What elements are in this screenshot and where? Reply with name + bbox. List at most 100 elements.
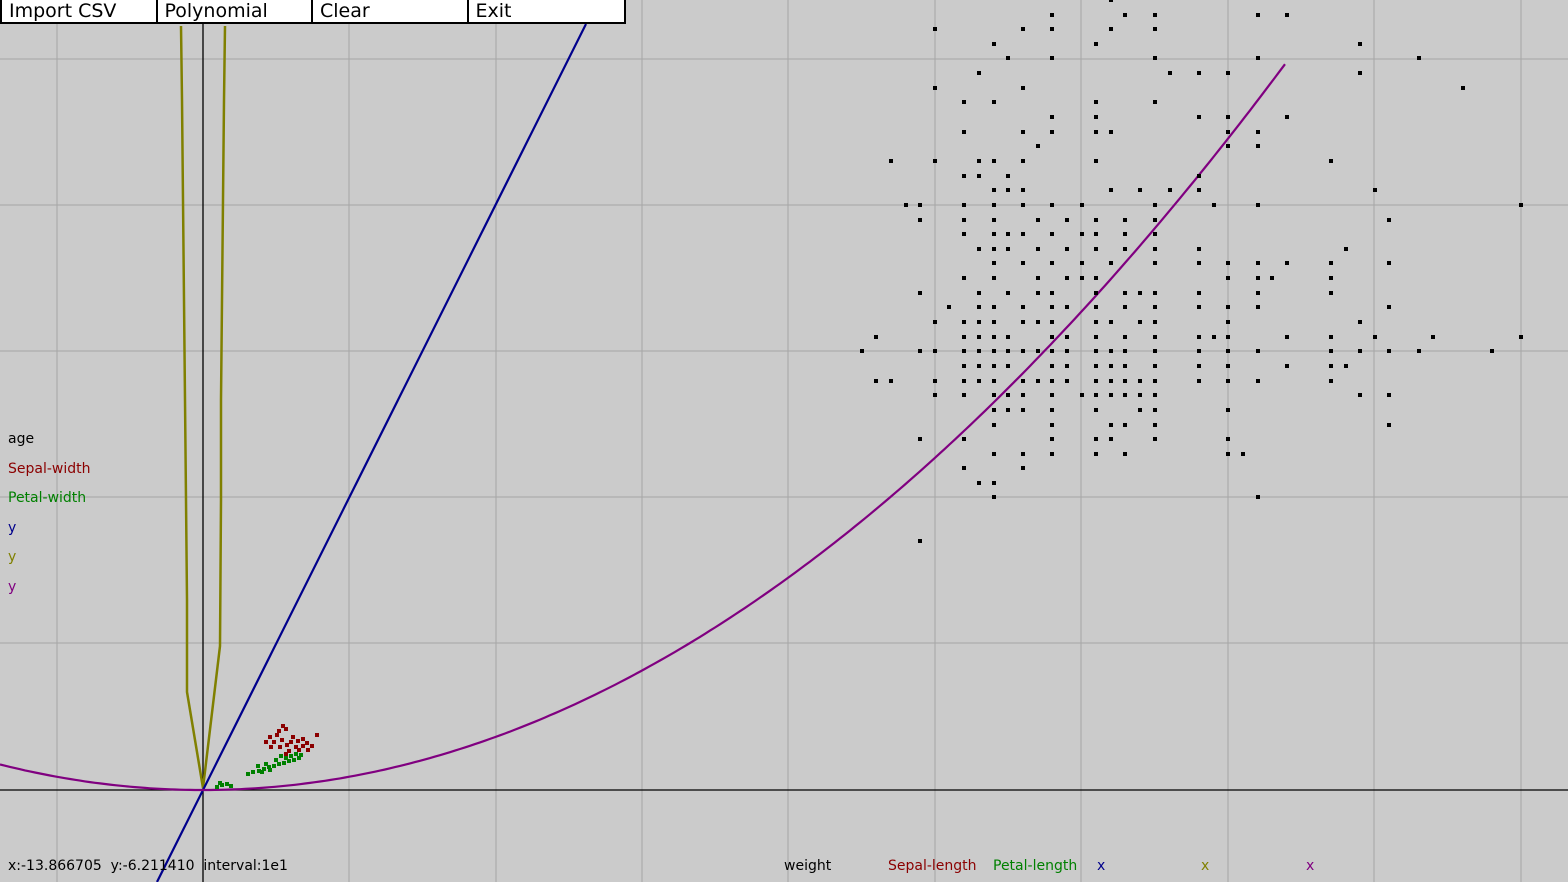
data-point-age-weight [1123,291,1127,295]
data-point-age-weight [1153,320,1157,324]
data-point-age-weight [1109,393,1113,397]
data-point-age-weight [1094,305,1098,309]
data-point-age-weight [1387,393,1391,397]
data-point-age-weight [1080,261,1084,265]
data-point-age-weight [1094,364,1098,368]
data-point-age-weight [992,408,996,412]
data-point-age-weight [992,232,996,236]
data-point-age-weight [962,276,966,280]
data-point-sepal [297,748,301,752]
data-point-petal [229,784,233,788]
data-point-age-weight [1094,349,1098,353]
data-point-sepal [310,744,314,748]
data-point-age-weight [1329,291,1333,295]
data-point-age-weight [1329,349,1333,353]
data-point-age-weight [992,320,996,324]
data-point-age-weight [1197,247,1201,251]
exit-button[interactable]: Exit [475,0,512,22]
data-point-age-weight [962,437,966,441]
data-point-sepal [296,739,300,743]
data-point-sepal [287,749,291,753]
data-point-age-weight [1036,291,1040,295]
data-point-age-weight [1417,56,1421,60]
y-legend-item-linear-y: y [8,519,17,536]
data-point-petal [299,753,303,757]
import-csv-button[interactable]: Import CSV [2,0,158,22]
data-point-age-weight [1050,364,1054,368]
data-point-age-weight [1123,393,1127,397]
data-point-age-weight [1197,115,1201,119]
data-point-age-weight [1109,188,1113,192]
polynomial-button[interactable]: Polynomial [158,0,313,22]
data-point-age-weight [992,393,996,397]
data-point-age-weight [1109,261,1113,265]
data-point-age-weight [1050,27,1054,31]
data-point-age-weight [1065,276,1069,280]
y-legend: age Sepal-width Petal-width y y y [8,425,91,603]
data-point-age-weight [1050,232,1054,236]
data-point-age-weight [1123,218,1127,222]
data-point-petal [279,754,283,758]
data-point-age-weight [962,218,966,222]
data-point-age-weight [1153,100,1157,104]
data-point-age-weight [1050,437,1054,441]
x-legend-item-poly-x: x [1306,858,1315,874]
data-point-age-weight [1153,379,1157,383]
data-point-age-weight [1021,261,1025,265]
clear-button[interactable]: Clear [313,0,469,22]
data-point-age-weight [1138,379,1142,383]
data-point-sepal [264,740,268,744]
data-point-age-weight [962,466,966,470]
data-point-age-weight [1153,232,1157,236]
data-point-age-weight [1065,335,1069,339]
data-point-petal [287,759,291,763]
data-point-age-weight [1050,335,1054,339]
data-point-age-weight [1094,159,1098,163]
data-point-age-weight [1256,379,1260,383]
menu-bar: Import CSV Polynomial Clear Exit [0,0,626,24]
data-point-age-weight [1212,335,1216,339]
data-point-age-weight [1387,218,1391,222]
data-point-age-weight [1168,71,1172,75]
data-point-age-weight [1109,27,1113,31]
data-point-age-weight [1153,13,1157,17]
data-point-age-weight [992,335,996,339]
linear-fit-line [156,23,587,882]
data-point-age-weight [1094,320,1098,324]
data-point-age-weight [992,495,996,499]
data-point-age-weight [1109,349,1113,353]
data-point-age-weight [1109,130,1113,134]
data-point-petal [267,765,271,769]
data-point-age-weight [1226,71,1230,75]
data-point-age-weight [1241,452,1245,456]
data-point-age-weight [1094,452,1098,456]
data-point-age-weight [992,100,996,104]
data-point-age-weight [1197,349,1201,353]
x-legend-item-weight: weight [784,858,832,874]
data-point-age-weight [889,379,893,383]
data-point-age-weight [1006,291,1010,295]
data-point-age-weight [918,203,922,207]
data-point-age-weight [1006,349,1010,353]
data-point-age-weight [1226,408,1230,412]
data-point-age-weight [1065,305,1069,309]
data-point-age-weight [1123,305,1127,309]
data-point-age-weight [962,130,966,134]
data-point-age-weight [1329,159,1333,163]
data-point-age-weight [992,159,996,163]
data-point-age-weight [1006,188,1010,192]
data-point-age-weight [1021,86,1025,90]
data-point-age-weight [1094,218,1098,222]
data-point-age-weight [1153,56,1157,60]
x-legend-item-petal-length: Petal-length [993,858,1078,874]
data-point-age-weight [1197,174,1201,178]
data-point-age-weight [977,320,981,324]
data-point-age-weight [1021,159,1025,163]
data-point-age-weight [1094,130,1098,134]
data-point-age-weight [1006,174,1010,178]
data-point-age-weight [1094,232,1098,236]
data-point-age-weight [1138,320,1142,324]
data-point-sepal [306,748,310,752]
data-point-age-weight [1373,188,1377,192]
